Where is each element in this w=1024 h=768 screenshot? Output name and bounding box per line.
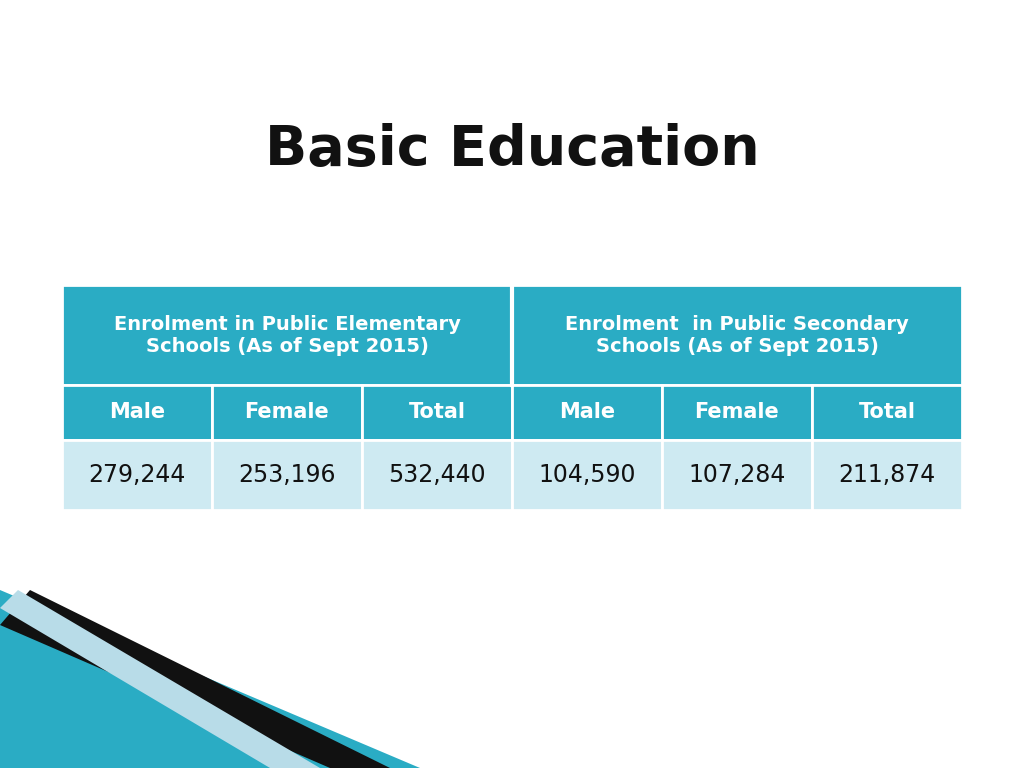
Text: Male: Male <box>559 402 615 422</box>
Bar <box>812 385 962 440</box>
Bar <box>512 285 962 385</box>
Bar <box>512 385 662 440</box>
Bar <box>62 385 212 440</box>
Text: Enrolment in Public Elementary
Schools (As of Sept 2015): Enrolment in Public Elementary Schools (… <box>114 315 461 356</box>
Text: Total: Total <box>409 402 466 422</box>
Bar <box>212 385 362 440</box>
Polygon shape <box>0 590 390 768</box>
Text: Total: Total <box>858 402 915 422</box>
Bar <box>812 440 962 510</box>
Bar <box>212 440 362 510</box>
Text: 253,196: 253,196 <box>239 463 336 487</box>
Bar <box>62 440 212 510</box>
Polygon shape <box>0 590 319 768</box>
Bar <box>662 440 812 510</box>
Text: 104,590: 104,590 <box>539 463 636 487</box>
Bar <box>362 385 512 440</box>
Polygon shape <box>0 590 420 768</box>
Bar <box>512 440 662 510</box>
Text: 532,440: 532,440 <box>388 463 485 487</box>
Text: 279,244: 279,244 <box>88 463 185 487</box>
Text: Female: Female <box>694 402 779 422</box>
Text: Male: Male <box>109 402 165 422</box>
Text: 211,874: 211,874 <box>839 463 936 487</box>
Text: Female: Female <box>245 402 330 422</box>
Bar <box>362 440 512 510</box>
Bar <box>662 385 812 440</box>
Bar <box>62 285 512 385</box>
Text: Enrolment  in Public Secondary
Schools (As of Sept 2015): Enrolment in Public Secondary Schools (A… <box>565 315 909 356</box>
Text: Basic Education: Basic Education <box>264 123 760 177</box>
Text: 107,284: 107,284 <box>688 463 785 487</box>
